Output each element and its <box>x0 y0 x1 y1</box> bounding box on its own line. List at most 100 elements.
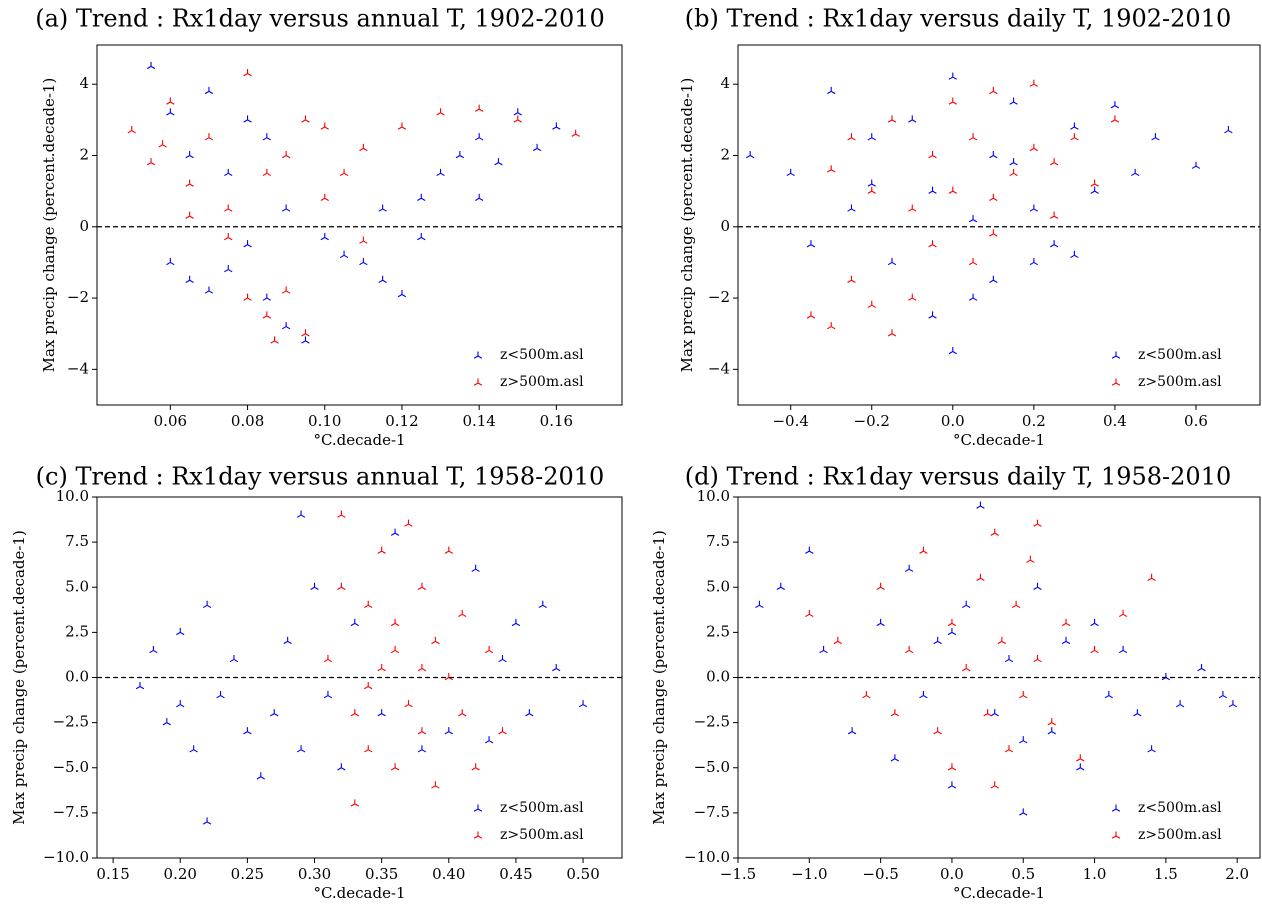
plot-area <box>745 72 1233 355</box>
point <box>1133 709 1142 717</box>
point <box>947 618 957 627</box>
point <box>189 745 198 753</box>
point <box>377 709 386 717</box>
point <box>301 115 310 123</box>
point <box>847 275 856 283</box>
point <box>378 275 387 283</box>
point <box>968 215 978 223</box>
legend-label: z>500m.asl <box>1138 374 1222 390</box>
point <box>968 133 978 141</box>
point <box>867 179 876 187</box>
point <box>827 165 836 173</box>
point <box>216 691 225 699</box>
point <box>867 300 876 308</box>
legend-label: z>500m.asl <box>1138 827 1222 843</box>
point <box>417 663 427 672</box>
y-tick-label: 2.5 <box>706 622 730 640</box>
point <box>1161 673 1171 681</box>
legend-marker <box>1111 351 1121 359</box>
x-tick-label: 0.14 <box>462 412 495 430</box>
point <box>283 636 292 645</box>
point <box>262 311 272 319</box>
point <box>417 745 427 753</box>
point <box>847 204 856 212</box>
point <box>364 600 373 609</box>
y-tick-label: −2 <box>708 288 730 306</box>
point <box>224 204 233 212</box>
y-axis-label: Max precip change (percent.decade-1) <box>678 78 696 373</box>
point <box>1218 691 1228 699</box>
point <box>1147 573 1156 581</box>
x-tick-label: −0.5 <box>862 865 898 883</box>
point <box>444 727 453 735</box>
point <box>404 700 413 708</box>
y-tick-label: 5.0 <box>706 577 730 595</box>
point <box>1191 161 1201 169</box>
point <box>1151 133 1160 141</box>
point <box>786 168 795 177</box>
point <box>876 582 885 590</box>
point <box>431 781 440 789</box>
point <box>968 293 978 301</box>
point <box>320 122 329 130</box>
x-tick-label: 0.25 <box>231 865 264 883</box>
point <box>513 108 522 116</box>
point <box>1009 97 1018 105</box>
point <box>281 322 291 330</box>
point <box>158 140 167 148</box>
point <box>135 682 145 690</box>
plot-area <box>135 510 588 825</box>
y-tick-label: 2 <box>720 145 730 163</box>
chart-title: (a) Trend : Rx1day versus annual T, 1902… <box>35 5 605 33</box>
point <box>350 618 359 627</box>
point <box>337 582 346 590</box>
point <box>1076 754 1085 762</box>
point <box>904 645 914 654</box>
point <box>185 150 194 159</box>
y-tick-label: 0 <box>79 217 89 235</box>
point <box>417 582 427 590</box>
point <box>890 709 900 717</box>
plot-area <box>127 61 580 344</box>
legend-marker <box>1111 804 1121 812</box>
point <box>867 186 876 194</box>
point <box>127 126 136 134</box>
point <box>805 609 814 618</box>
x-tick-label: 0.40 <box>432 865 465 883</box>
point <box>847 133 856 141</box>
x-tick-label: −1.5 <box>720 865 756 883</box>
x-axis-label: °C.decade-1 <box>953 884 1045 902</box>
point <box>947 627 957 636</box>
point <box>867 133 876 141</box>
point <box>827 322 836 330</box>
point <box>1076 763 1085 771</box>
point <box>474 104 484 112</box>
y-axis-label: Max precip change (percent.decade-1) <box>40 78 58 373</box>
point <box>571 129 580 137</box>
plot-area <box>755 501 1238 816</box>
points <box>755 501 1238 816</box>
point <box>948 186 957 194</box>
point <box>1104 691 1113 699</box>
point <box>323 691 333 699</box>
point <box>552 122 561 130</box>
point <box>417 193 426 201</box>
point <box>146 61 156 70</box>
legend-label: z<500m.asl <box>1138 800 1222 816</box>
point <box>431 636 440 645</box>
point <box>919 691 928 699</box>
point <box>962 600 971 609</box>
point <box>1061 618 1071 627</box>
point <box>833 636 843 645</box>
point <box>1029 143 1039 152</box>
point <box>862 691 871 699</box>
point <box>296 745 306 753</box>
point <box>397 290 407 298</box>
point <box>947 781 957 789</box>
x-tick-label: 0.12 <box>385 412 418 430</box>
point <box>525 709 534 717</box>
y-tick-label: 2.5 <box>65 622 89 640</box>
point <box>1004 654 1014 663</box>
point <box>1070 133 1079 141</box>
